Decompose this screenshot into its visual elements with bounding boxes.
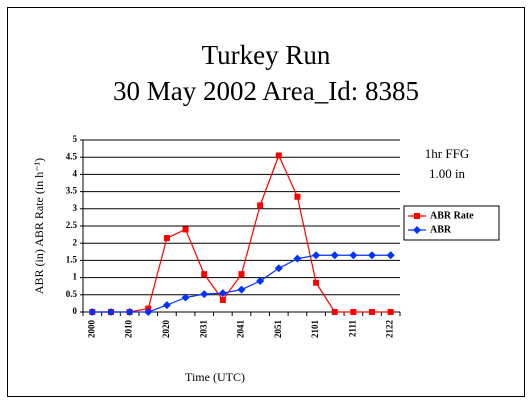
point bbox=[293, 254, 302, 263]
point bbox=[349, 251, 358, 260]
x-tick-label: 2010 bbox=[124, 320, 134, 339]
y-tick-label: 0.5 bbox=[66, 289, 78, 299]
point bbox=[163, 235, 170, 242]
y-tick-label: 2.5 bbox=[66, 220, 78, 230]
legend-label: ABR Rate bbox=[430, 210, 474, 221]
point bbox=[88, 308, 97, 316]
x-tick-label: 2111 bbox=[347, 320, 357, 338]
y-tick-label: 2 bbox=[73, 237, 78, 247]
legend-label: ABR bbox=[430, 224, 452, 235]
point bbox=[162, 301, 171, 310]
point bbox=[387, 309, 394, 315]
point bbox=[330, 251, 339, 260]
point bbox=[219, 296, 226, 303]
x-tick-label: 2031 bbox=[198, 320, 208, 339]
point bbox=[256, 277, 265, 286]
chart-title: Turkey Run bbox=[202, 40, 331, 70]
y-tick-label: 1.5 bbox=[66, 254, 78, 264]
x-tick-label: 2000 bbox=[86, 320, 96, 339]
point bbox=[218, 289, 227, 298]
x-tick-label: 2122 bbox=[385, 320, 395, 339]
point bbox=[331, 309, 338, 315]
point bbox=[201, 271, 208, 278]
point bbox=[125, 308, 134, 316]
point bbox=[106, 308, 115, 316]
legend-box bbox=[403, 205, 500, 241]
chart-title: 30 May 2002 Area_Id: 8385 bbox=[113, 76, 419, 106]
point bbox=[414, 213, 420, 219]
point bbox=[257, 202, 264, 209]
point bbox=[294, 193, 301, 200]
point bbox=[350, 309, 357, 315]
point bbox=[313, 279, 320, 286]
point bbox=[237, 285, 246, 294]
y-tick-label: 5 bbox=[73, 134, 78, 144]
y-tick-label: 3.5 bbox=[66, 186, 78, 196]
frame bbox=[7, 7, 525, 397]
annotation: 1hr FFG bbox=[425, 146, 469, 161]
y-tick-label: 1 bbox=[73, 272, 78, 282]
y-tick-label: 3 bbox=[73, 203, 78, 213]
y-tick-label: 4 bbox=[73, 168, 78, 178]
y-tick-label: 0 bbox=[73, 306, 78, 316]
point bbox=[275, 152, 282, 159]
point bbox=[200, 290, 209, 299]
y-tick-label: 4.5 bbox=[66, 151, 78, 161]
point bbox=[368, 251, 377, 260]
point bbox=[181, 293, 190, 302]
point bbox=[312, 251, 321, 260]
point bbox=[369, 309, 376, 315]
x-axis-label: Time (UTC) bbox=[185, 370, 245, 384]
point bbox=[386, 251, 395, 260]
point bbox=[182, 226, 189, 233]
x-tick-label: 2020 bbox=[161, 320, 171, 339]
point bbox=[413, 226, 421, 234]
x-tick-label: 2041 bbox=[236, 320, 246, 339]
x-tick-label: 2051 bbox=[273, 320, 283, 339]
point bbox=[238, 271, 245, 278]
y-axis-label: ABR (in) ABR Rate (in h⁻¹) bbox=[32, 158, 46, 294]
point bbox=[144, 308, 153, 316]
x-tick-label: 2101 bbox=[310, 320, 320, 339]
point bbox=[274, 264, 283, 273]
annotation: 1.00 in bbox=[429, 166, 466, 181]
